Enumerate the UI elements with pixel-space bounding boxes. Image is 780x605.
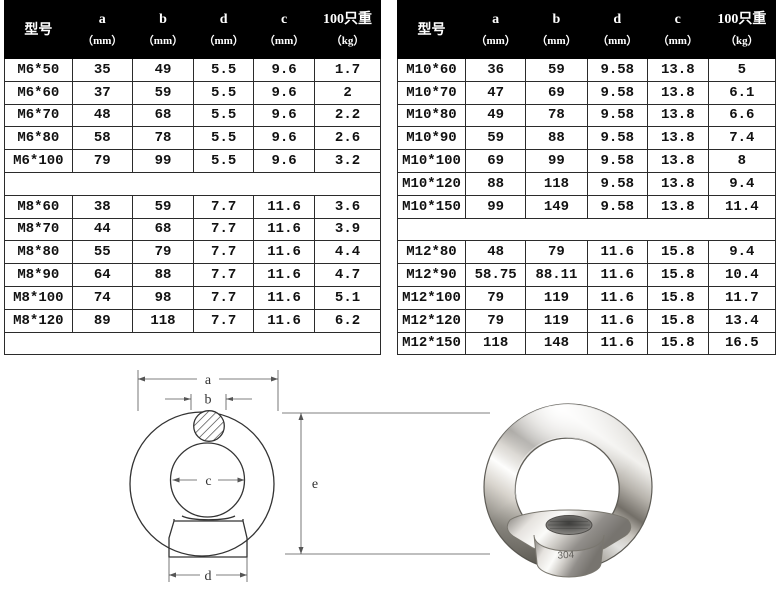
- svg-text:304: 304: [557, 550, 575, 562]
